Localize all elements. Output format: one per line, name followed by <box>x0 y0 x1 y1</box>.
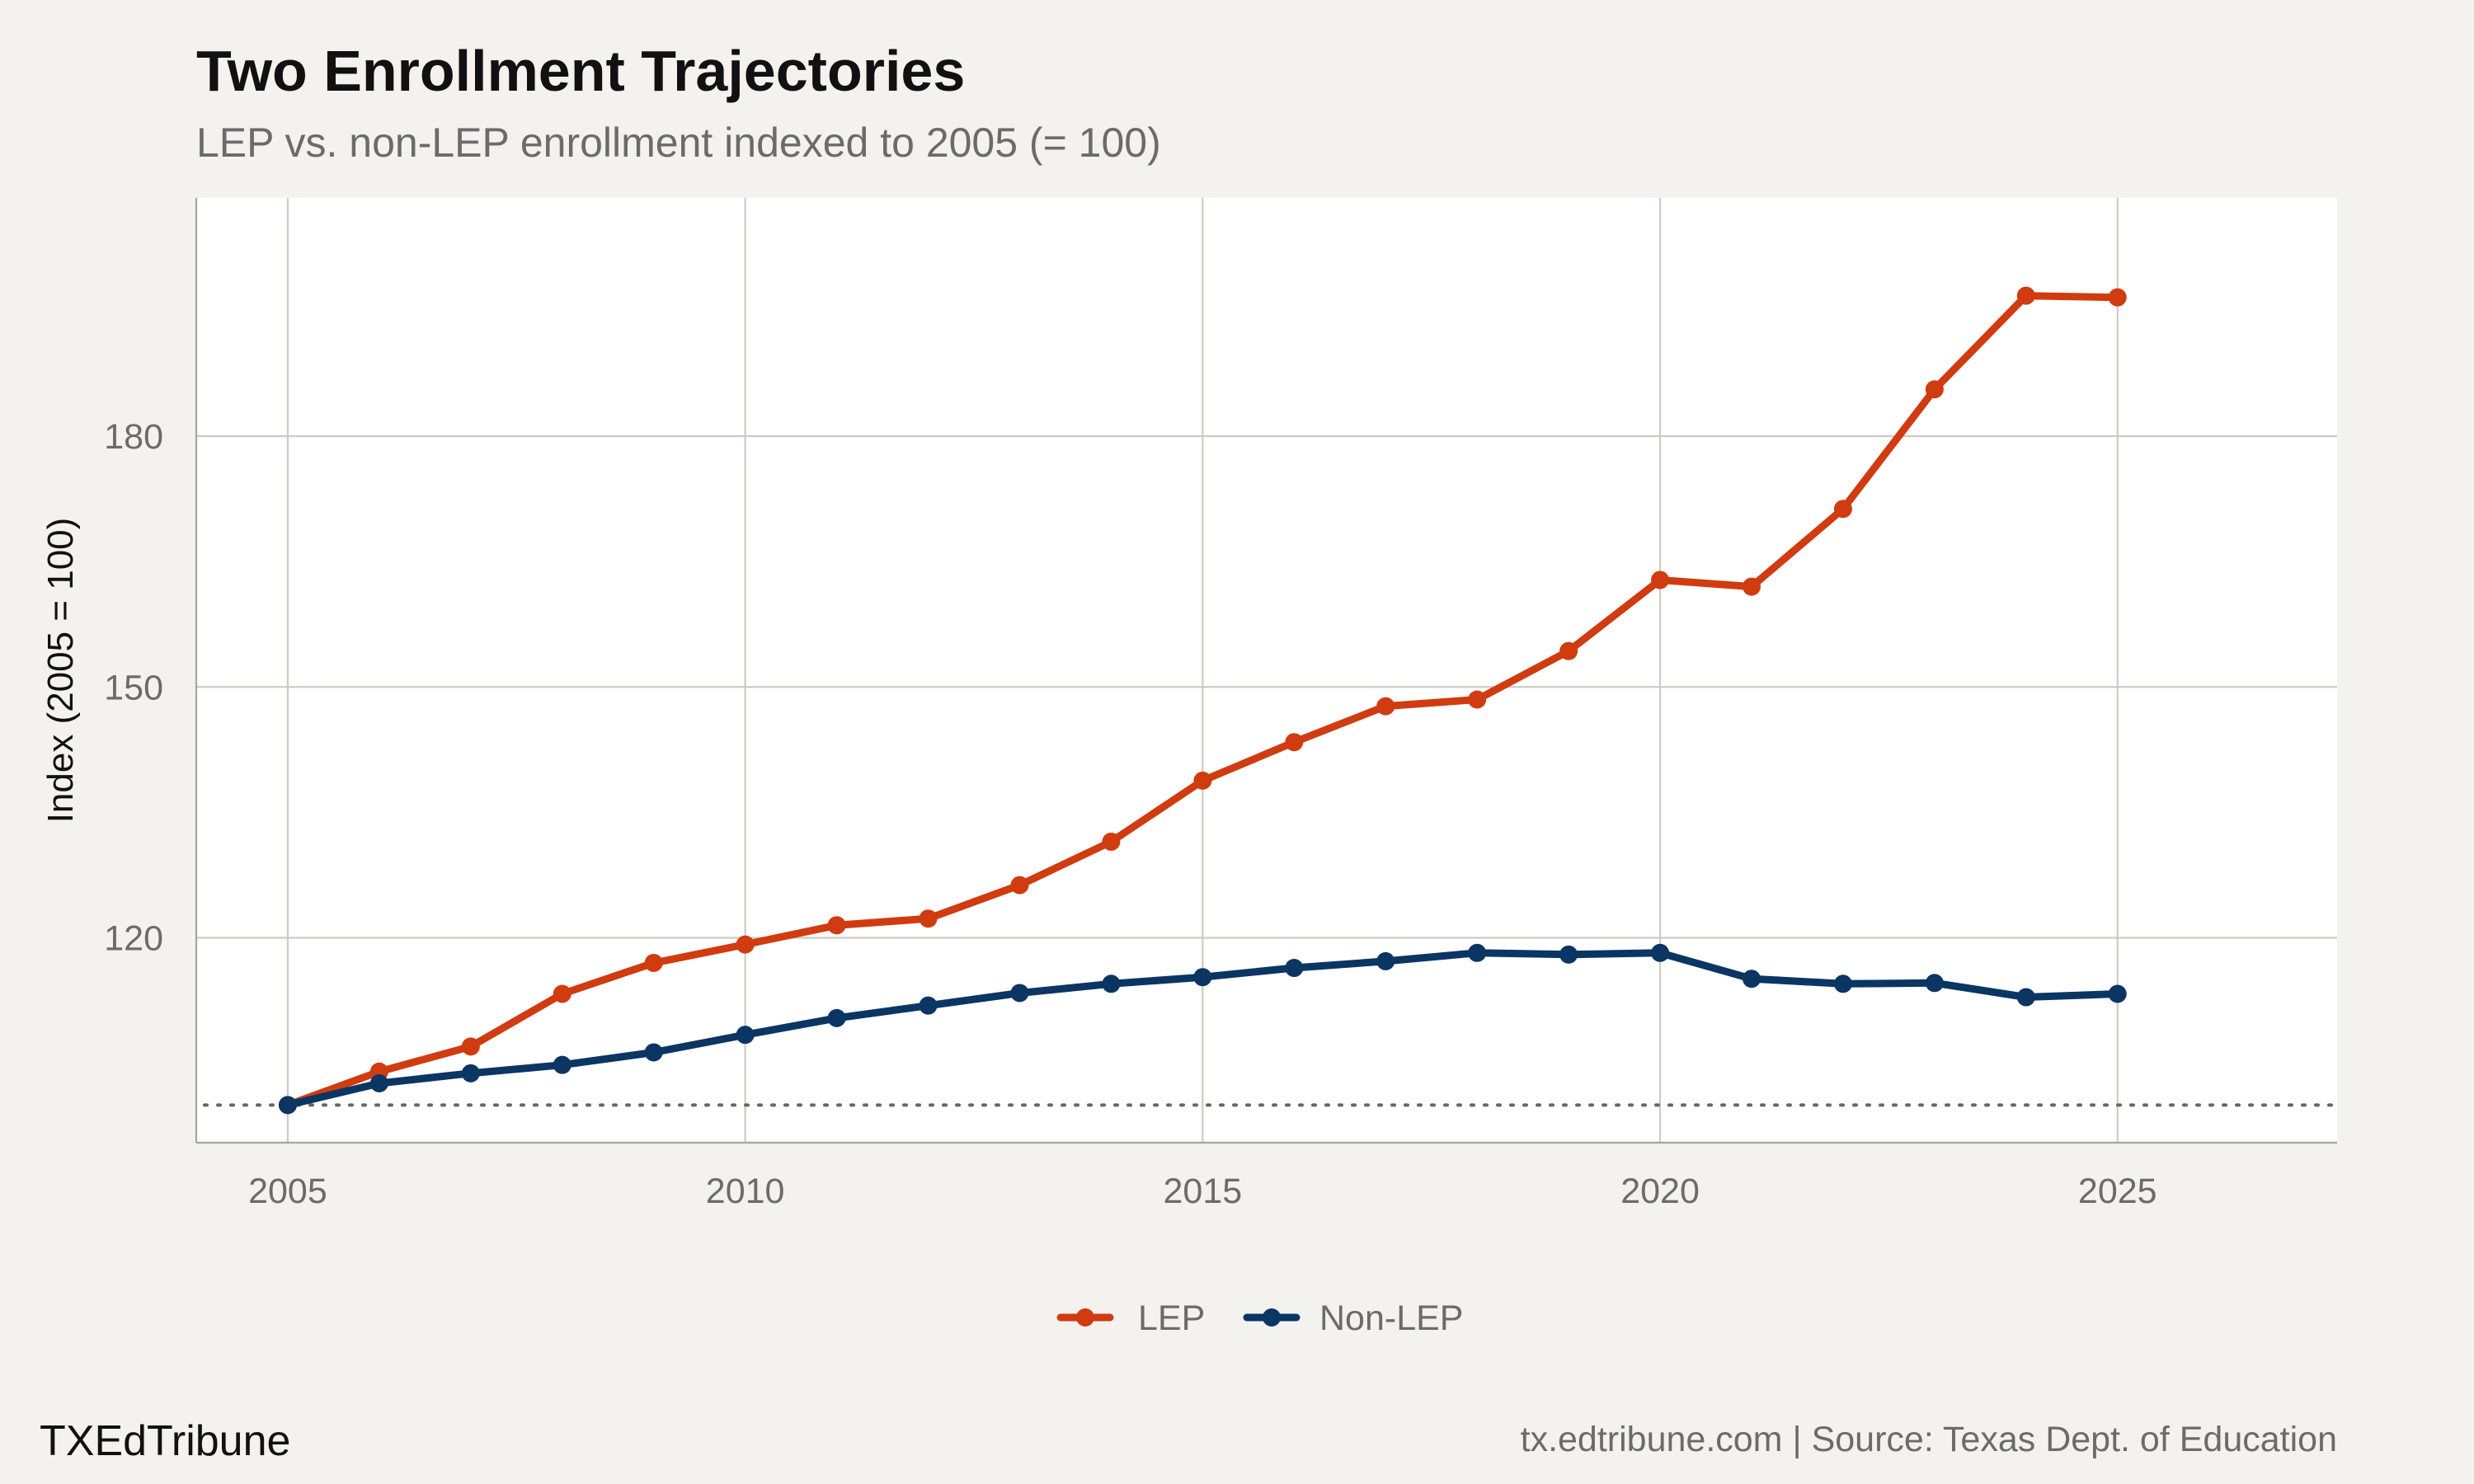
data-point-non-lep <box>1651 943 1670 962</box>
legend-item-non-lep: Non-LEP <box>1243 1298 1463 1338</box>
data-point-non-lep <box>461 1064 480 1082</box>
data-point-non-lep <box>1559 945 1578 964</box>
data-point-non-lep <box>1193 968 1212 987</box>
data-point-lep <box>1925 380 1944 399</box>
x-tick-label: 2005 <box>248 1172 327 1211</box>
data-point-lep <box>1376 697 1395 716</box>
data-point-lep <box>2016 286 2035 305</box>
legend-label: LEP <box>1138 1298 1205 1338</box>
data-point-non-lep <box>369 1073 388 1092</box>
data-point-non-lep <box>644 1043 663 1062</box>
x-tick-label: 2010 <box>706 1172 785 1211</box>
data-point-non-lep <box>1285 959 1304 978</box>
brand-name: TXEdTribune <box>40 1417 290 1465</box>
data-point-non-lep <box>553 1055 571 1074</box>
data-point-lep <box>827 916 846 935</box>
data-point-lep <box>1102 832 1121 851</box>
data-point-lep <box>2108 288 2127 307</box>
data-point-non-lep <box>1376 951 1395 970</box>
legend-item-lep: LEP <box>1056 1298 1205 1338</box>
data-point-lep <box>1651 571 1670 589</box>
data-point-non-lep <box>1468 943 1487 962</box>
x-tick-labels: 2005 2010 2015 2020 2025 <box>248 1172 2157 1211</box>
x-gridlines <box>286 198 2119 1143</box>
data-point-non-lep <box>2108 984 2127 1003</box>
y-tick-label: 150 <box>104 668 163 707</box>
data-point-lep <box>644 953 663 972</box>
data-point-lep <box>1559 641 1578 660</box>
y-tick-label: 120 <box>104 919 163 959</box>
data-point-non-lep <box>1102 974 1121 993</box>
data-point-lep <box>1468 690 1487 709</box>
data-point-non-lep <box>827 1008 846 1027</box>
x-tick-label: 2025 <box>2078 1172 2157 1211</box>
data-point-lep <box>919 909 938 928</box>
data-point-lep <box>1833 500 1852 519</box>
chart-title: Two Enrollment Trajectories <box>196 39 965 103</box>
legend-key-point <box>1076 1308 1094 1327</box>
y-tick-label: 180 <box>104 417 163 457</box>
x-tick-label: 2020 <box>1620 1172 1700 1211</box>
data-point-lep <box>1285 733 1304 752</box>
legend: LEP Non-LEP <box>1056 1298 1463 1338</box>
chart-subtitle: LEP vs. non-LEP enrollment indexed to 20… <box>196 120 1161 166</box>
data-point-lep <box>461 1037 480 1056</box>
data-point-non-lep <box>1010 984 1029 1003</box>
legend-key-point <box>1263 1308 1281 1327</box>
data-point-lep <box>736 935 755 954</box>
data-point-non-lep <box>1742 970 1761 989</box>
data-point-lep <box>1742 577 1761 596</box>
series-non-lep <box>278 943 2127 1115</box>
x-tick-label: 2015 <box>1164 1172 1243 1211</box>
source-note: tx.edtribune.com | Source: Texas Dept. o… <box>1521 1420 2337 1459</box>
plot-panel <box>196 198 2337 1143</box>
data-point-non-lep <box>1833 974 1852 993</box>
y-axis-label: Index (2005 = 100) <box>40 518 81 824</box>
data-point-non-lep <box>736 1026 755 1045</box>
data-point-lep <box>553 984 571 1003</box>
y-tick-labels: 120 150 180 <box>104 417 163 958</box>
legend-label: Non-LEP <box>1319 1298 1463 1338</box>
series-layer <box>278 286 2127 1115</box>
data-point-non-lep <box>2016 988 2035 1007</box>
data-point-non-lep <box>919 996 938 1015</box>
y-gridlines <box>196 434 2337 939</box>
data-point-non-lep <box>1925 974 1944 993</box>
data-point-lep <box>1193 771 1212 790</box>
data-point-lep <box>1010 876 1029 895</box>
data-point-non-lep <box>278 1096 297 1115</box>
